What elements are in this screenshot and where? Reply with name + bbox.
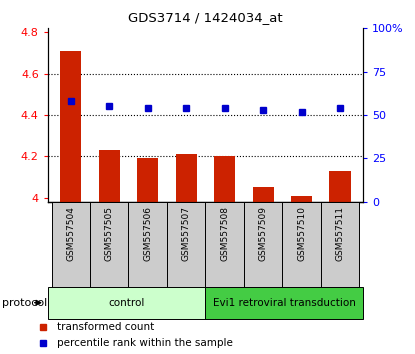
Bar	[60, 51, 81, 202]
Title: GDS3714 / 1424034_at: GDS3714 / 1424034_at	[128, 11, 283, 24]
Bar	[282, 202, 321, 287]
Text: transformed count: transformed count	[57, 322, 154, 332]
Bar	[129, 202, 167, 287]
Text: GSM557507: GSM557507	[182, 206, 191, 261]
Text: Evi1 retroviral transduction: Evi1 retroviral transduction	[213, 298, 356, 308]
Bar	[90, 202, 129, 287]
Bar	[205, 287, 363, 319]
Text: GSM557506: GSM557506	[143, 206, 152, 261]
Text: protocol: protocol	[2, 298, 47, 308]
Text: control: control	[108, 298, 145, 308]
Bar	[167, 202, 205, 287]
Text: GSM557504: GSM557504	[66, 206, 75, 261]
Bar	[253, 187, 274, 202]
Bar	[99, 150, 120, 202]
Bar	[51, 202, 90, 287]
Bar	[176, 154, 197, 202]
Bar	[48, 287, 205, 319]
Text: GSM557510: GSM557510	[297, 206, 306, 261]
Bar	[214, 156, 235, 202]
Bar	[330, 171, 351, 202]
Text: GSM557509: GSM557509	[259, 206, 268, 261]
Bar	[205, 202, 244, 287]
Bar	[244, 202, 282, 287]
Bar	[137, 158, 158, 202]
Bar	[321, 202, 359, 287]
Text: GSM557511: GSM557511	[336, 206, 344, 261]
Text: GSM557508: GSM557508	[220, 206, 229, 261]
Bar	[291, 195, 312, 202]
Text: GSM557505: GSM557505	[105, 206, 114, 261]
Text: percentile rank within the sample: percentile rank within the sample	[57, 338, 233, 348]
